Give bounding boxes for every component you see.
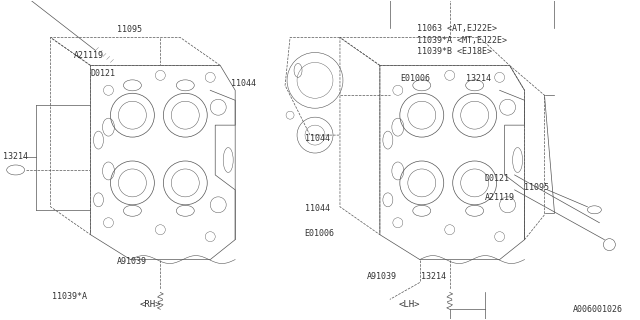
Text: <LH>: <LH> xyxy=(399,300,420,308)
Text: 11044: 11044 xyxy=(305,204,330,213)
Text: 11039*A <MT,EJ22E>: 11039*A <MT,EJ22E> xyxy=(417,36,507,45)
Text: 13214: 13214 xyxy=(3,152,28,161)
Text: 11095: 11095 xyxy=(524,183,549,192)
Text: 11063 <AT,EJ22E>: 11063 <AT,EJ22E> xyxy=(417,24,497,33)
Text: E01006: E01006 xyxy=(400,74,430,83)
Text: A91039: A91039 xyxy=(367,272,397,281)
Text: 11044: 11044 xyxy=(305,134,330,143)
Text: 11095: 11095 xyxy=(117,25,142,34)
Text: A21119: A21119 xyxy=(484,193,515,202)
Text: D0121: D0121 xyxy=(90,69,115,78)
Text: E01006: E01006 xyxy=(305,229,335,238)
Text: A006001026: A006001026 xyxy=(573,305,623,314)
Text: A91039: A91039 xyxy=(116,257,147,266)
Text: 11044: 11044 xyxy=(230,79,255,88)
Text: A21119: A21119 xyxy=(74,51,104,60)
Text: 13214: 13214 xyxy=(466,74,491,83)
Text: <RH>: <RH> xyxy=(140,300,161,308)
Text: D0121: D0121 xyxy=(484,174,510,183)
Text: 11039*A: 11039*A xyxy=(52,292,87,301)
Text: 11039*B <EJ18E>: 11039*B <EJ18E> xyxy=(417,47,492,56)
Text: 13214: 13214 xyxy=(421,272,446,281)
